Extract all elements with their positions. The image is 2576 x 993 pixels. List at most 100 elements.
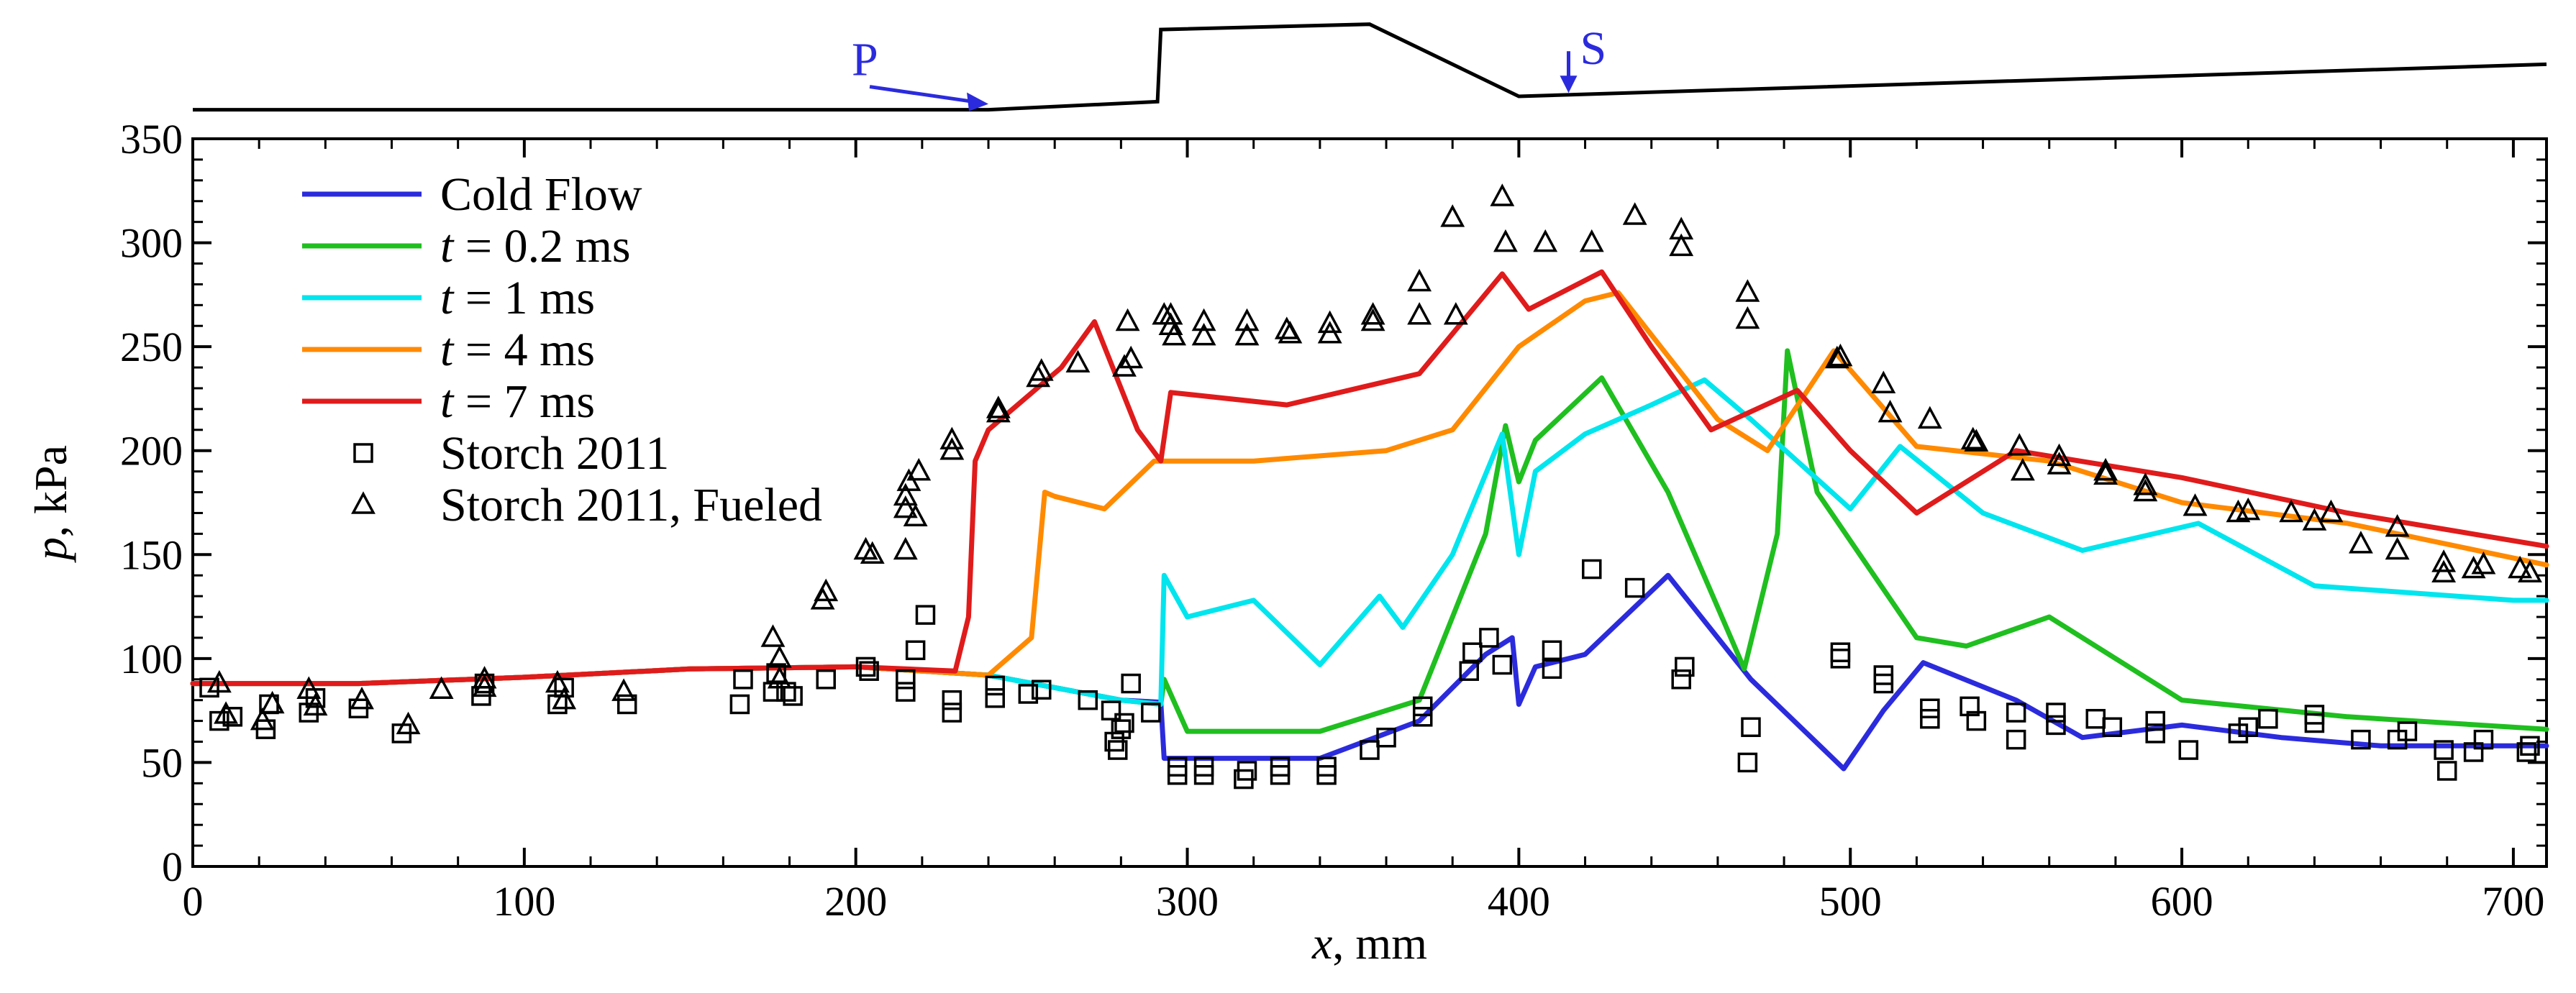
square-marker [1141,703,1161,723]
square-marker [2397,721,2418,741]
triangle-marker [893,536,918,560]
s-label: S [1580,22,1607,75]
triangle-marker [545,669,570,693]
square-marker [816,669,836,690]
triangle-marker [260,690,285,714]
square-marker [1108,740,1128,760]
square-marker [2145,710,2165,731]
p-arrow-shaft [869,85,975,104]
square-marker [985,688,1005,708]
triangle-marker [2385,514,2410,537]
square-marker [729,694,750,715]
triangle-marker [906,457,932,481]
x-tick-label: 300 [1156,878,1219,925]
square-marker [1412,707,1433,727]
square-marker [942,703,962,723]
square-marker [1741,717,1761,738]
square-marker [1111,719,1132,739]
triangle-marker [2431,549,2457,572]
triangle-marker [396,711,421,735]
triangle-marker [1234,322,1260,346]
triangle-marker [1735,306,1760,329]
triangle-marker [429,676,454,699]
square-marker [2046,703,2066,723]
triangle-marker [760,624,786,647]
x-tick-label: 400 [1488,878,1550,925]
square-marker [199,677,219,698]
square-marker [209,710,229,731]
triangle-marker [1917,406,1942,429]
triangle-marker [472,666,497,689]
triangle-marker [2518,559,2542,583]
square-marker [2006,729,2026,750]
triangle-marker [1115,308,1140,331]
experimental-markers [199,183,2542,790]
square-marker [783,686,803,706]
triangle-marker [893,482,918,506]
y-tick-label: 350 [120,116,183,163]
square-marker [1920,698,1940,719]
square-marker [1114,713,1134,733]
y-tick-label: 50 [141,739,183,786]
x-axis-title: x, mm [1311,918,1427,969]
triangle-marker [814,578,839,602]
square-marker [776,682,796,702]
square-marker [222,707,243,727]
square-marker [733,669,753,690]
s-arrow-head [1560,75,1578,93]
triangle-marker [1360,308,1385,331]
triangle-marker [2385,536,2410,560]
legend-label: t = 4 ms [440,324,595,376]
square-marker [1542,640,1562,661]
square-marker [1270,756,1291,777]
triangle-marker [214,701,239,724]
square-marker [1101,700,1121,720]
square-marker [1167,765,1188,785]
square-marker [1960,696,1980,717]
legend-swatch-square [353,443,373,463]
triangle-marker [2508,555,2533,579]
plot-frame [191,137,2548,868]
geometry-wall-line [193,22,2547,112]
plot-border [191,137,2548,868]
triangle-marker [1119,345,1144,369]
square-marker [985,675,1005,696]
square-marker [1237,761,1257,781]
triangle-marker [893,495,918,518]
square-marker [2463,742,2484,762]
y-axis-title: p, kPa [25,445,76,563]
triangle-marker [1669,233,1694,257]
legend-label: Cold Flow [440,168,642,221]
square-marker [855,656,876,677]
triangle-marker [1622,202,1647,225]
triangle-marker [939,426,965,450]
triangle-marker [767,666,792,689]
triangle-marker [1960,426,1985,450]
triangle-marker [2047,443,2072,467]
triangle-marker [611,678,637,701]
square-marker [1462,642,1483,662]
y-tick-label: 0 [162,843,183,890]
triangle-marker [2302,508,2327,531]
square-marker [1018,684,1039,704]
triangle-marker [1493,229,1518,252]
triangle-marker [1735,279,1760,302]
square-marker [1376,727,1396,748]
x-tick-label: 500 [1819,878,1882,925]
square-marker [766,663,786,683]
triangle-marker [1360,302,1385,325]
square-marker [2102,717,2123,738]
triangle-marker [2007,433,2032,456]
square-marker [1459,661,1480,681]
triangle-marker [250,707,275,731]
square-marker [1671,669,1691,690]
square-marker [1582,559,1602,580]
square-marker [1360,740,1380,760]
y-tick-label: 150 [120,531,183,578]
square-marker [2520,736,2540,756]
y-tick-label: 250 [120,324,183,370]
square-marker [554,677,574,698]
